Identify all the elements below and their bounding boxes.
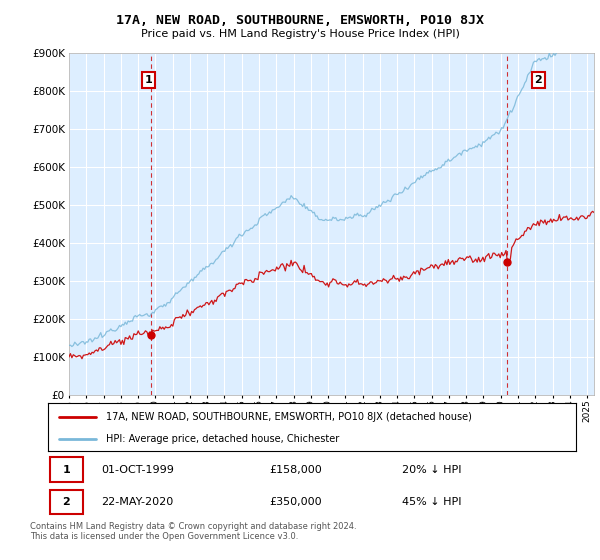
Text: £158,000: £158,000: [270, 465, 323, 475]
Text: HPI: Average price, detached house, Chichester: HPI: Average price, detached house, Chic…: [106, 434, 340, 444]
Text: 45% ↓ HPI: 45% ↓ HPI: [402, 497, 461, 507]
Text: 1: 1: [62, 465, 70, 475]
Text: £350,000: £350,000: [270, 497, 322, 507]
Text: 01-OCT-1999: 01-OCT-1999: [101, 465, 173, 475]
FancyBboxPatch shape: [50, 489, 83, 514]
Text: Price paid vs. HM Land Registry's House Price Index (HPI): Price paid vs. HM Land Registry's House …: [140, 29, 460, 39]
Text: 17A, NEW ROAD, SOUTHBOURNE, EMSWORTH, PO10 8JX: 17A, NEW ROAD, SOUTHBOURNE, EMSWORTH, PO…: [116, 14, 484, 27]
Text: Contains HM Land Registry data © Crown copyright and database right 2024.
This d: Contains HM Land Registry data © Crown c…: [30, 522, 356, 542]
Text: 17A, NEW ROAD, SOUTHBOURNE, EMSWORTH, PO10 8JX (detached house): 17A, NEW ROAD, SOUTHBOURNE, EMSWORTH, PO…: [106, 412, 472, 422]
Text: 2: 2: [62, 497, 70, 507]
Text: 20% ↓ HPI: 20% ↓ HPI: [402, 465, 461, 475]
FancyBboxPatch shape: [50, 458, 83, 482]
Text: 1: 1: [145, 75, 152, 85]
Text: 22-MAY-2020: 22-MAY-2020: [101, 497, 173, 507]
Text: 2: 2: [535, 75, 542, 85]
